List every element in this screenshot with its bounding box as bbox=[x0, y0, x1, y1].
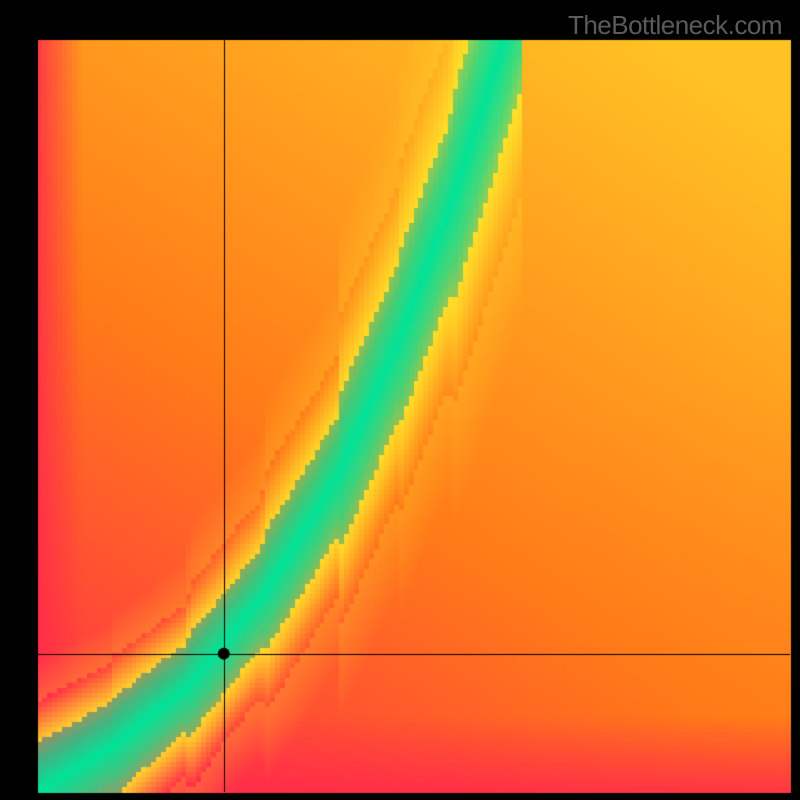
attribution-label: TheBottleneck.com bbox=[568, 10, 782, 41]
crosshair-overlay bbox=[0, 0, 800, 800]
